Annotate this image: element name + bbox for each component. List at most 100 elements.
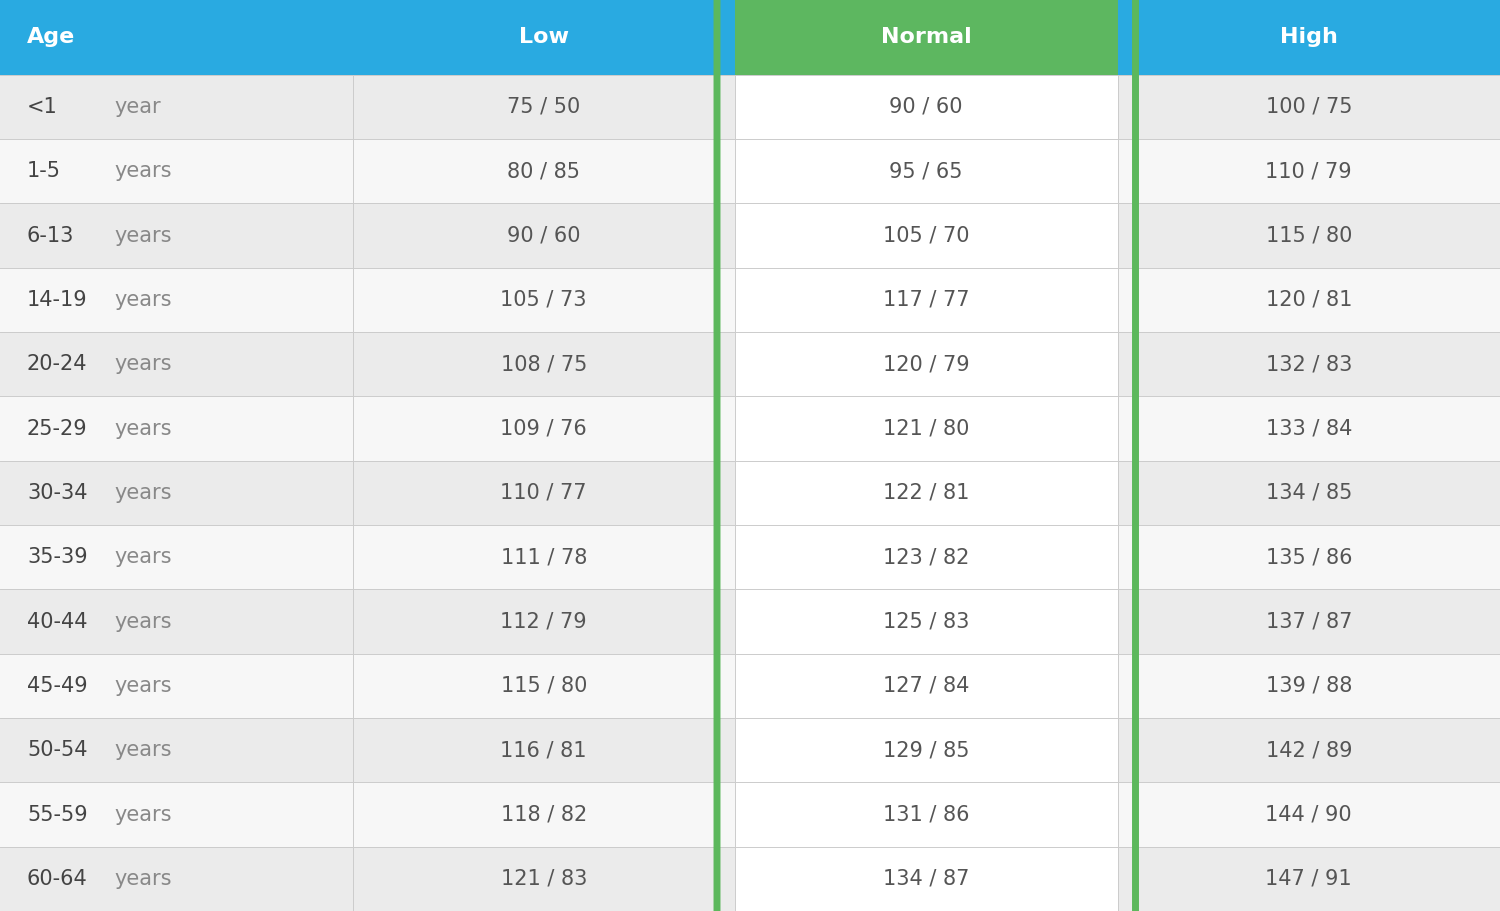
Bar [0, 783, 352, 846]
Text: 134 / 85: 134 / 85 [1266, 483, 1352, 503]
Text: years: years [114, 548, 171, 568]
Text: year: year [114, 97, 160, 117]
Text: years: years [114, 611, 171, 631]
Bar [352, 0, 735, 75]
Bar [735, 589, 1118, 654]
Bar [735, 0, 1118, 75]
Text: 1-5: 1-5 [27, 161, 62, 181]
Text: 111 / 78: 111 / 78 [501, 548, 586, 568]
Bar [0, 589, 352, 654]
Text: 127 / 84: 127 / 84 [884, 676, 969, 696]
Bar [735, 654, 1118, 718]
Text: 35-39: 35-39 [27, 548, 87, 568]
Text: 60-64: 60-64 [27, 869, 87, 889]
Bar [352, 203, 735, 268]
Text: 110 / 77: 110 / 77 [501, 483, 586, 503]
Bar [0, 332, 352, 396]
Text: 123 / 82: 123 / 82 [884, 548, 969, 568]
Text: 135 / 86: 135 / 86 [1266, 548, 1352, 568]
Bar [0, 139, 352, 203]
Bar [352, 268, 735, 332]
Text: 122 / 81: 122 / 81 [884, 483, 969, 503]
Text: 142 / 89: 142 / 89 [1266, 740, 1352, 760]
Bar [0, 718, 352, 783]
Text: 133 / 84: 133 / 84 [1266, 418, 1352, 438]
Bar [0, 0, 352, 75]
Bar [352, 783, 735, 846]
Text: 90 / 60: 90 / 60 [890, 97, 963, 117]
Bar [735, 332, 1118, 396]
Text: 95 / 65: 95 / 65 [890, 161, 963, 181]
Text: 115 / 80: 115 / 80 [501, 676, 586, 696]
Bar [0, 203, 352, 268]
Text: 110 / 79: 110 / 79 [1266, 161, 1352, 181]
Text: Low: Low [519, 27, 568, 47]
Text: 45-49: 45-49 [27, 676, 87, 696]
Text: 105 / 73: 105 / 73 [501, 290, 586, 310]
Text: 121 / 83: 121 / 83 [501, 869, 586, 889]
Text: years: years [114, 804, 171, 824]
Bar [1118, 461, 1500, 525]
Text: 137 / 87: 137 / 87 [1266, 611, 1352, 631]
Text: 125 / 83: 125 / 83 [884, 611, 969, 631]
Text: 20-24: 20-24 [27, 354, 87, 374]
Text: 129 / 85: 129 / 85 [884, 740, 969, 760]
Text: 139 / 88: 139 / 88 [1266, 676, 1352, 696]
Bar [1118, 846, 1500, 911]
Text: 131 / 86: 131 / 86 [884, 804, 969, 824]
Bar [352, 332, 735, 396]
Text: years: years [114, 418, 171, 438]
Text: Normal: Normal [880, 27, 972, 47]
Bar [1118, 783, 1500, 846]
Bar [735, 461, 1118, 525]
Text: 120 / 79: 120 / 79 [884, 354, 969, 374]
Bar [0, 268, 352, 332]
Bar [1118, 396, 1500, 461]
Text: 90 / 60: 90 / 60 [507, 226, 580, 246]
Text: 25-29: 25-29 [27, 418, 87, 438]
Bar [1118, 525, 1500, 589]
Bar [352, 525, 735, 589]
Text: years: years [114, 483, 171, 503]
Text: <1: <1 [27, 97, 57, 117]
Text: 40-44: 40-44 [27, 611, 87, 631]
Bar [352, 589, 735, 654]
Text: 115 / 80: 115 / 80 [1266, 226, 1352, 246]
Bar [352, 846, 735, 911]
Text: years: years [114, 226, 171, 246]
Text: 109 / 76: 109 / 76 [501, 418, 586, 438]
Bar [735, 783, 1118, 846]
Text: years: years [114, 869, 171, 889]
Text: 121 / 80: 121 / 80 [884, 418, 969, 438]
Text: Age: Age [27, 27, 75, 47]
Text: 120 / 81: 120 / 81 [1266, 290, 1352, 310]
Bar [735, 268, 1118, 332]
Text: 50-54: 50-54 [27, 740, 87, 760]
Bar [735, 203, 1118, 268]
Text: years: years [114, 354, 171, 374]
Text: 30-34: 30-34 [27, 483, 87, 503]
Bar [352, 461, 735, 525]
Text: 14-19: 14-19 [27, 290, 87, 310]
Bar [1118, 203, 1500, 268]
Bar [735, 75, 1118, 139]
Bar [0, 654, 352, 718]
Text: 80 / 85: 80 / 85 [507, 161, 580, 181]
Text: 118 / 82: 118 / 82 [501, 804, 586, 824]
Text: 132 / 83: 132 / 83 [1266, 354, 1352, 374]
Text: 100 / 75: 100 / 75 [1266, 97, 1352, 117]
Bar [352, 654, 735, 718]
Bar [0, 396, 352, 461]
Text: 75 / 50: 75 / 50 [507, 97, 580, 117]
Bar [1118, 75, 1500, 139]
Bar [1118, 139, 1500, 203]
Bar [735, 846, 1118, 911]
Bar [735, 525, 1118, 589]
Text: years: years [114, 290, 171, 310]
Text: 105 / 70: 105 / 70 [884, 226, 969, 246]
Text: High: High [1280, 27, 1338, 47]
Text: 117 / 77: 117 / 77 [884, 290, 969, 310]
Bar [352, 139, 735, 203]
Bar [352, 75, 735, 139]
Bar [735, 396, 1118, 461]
